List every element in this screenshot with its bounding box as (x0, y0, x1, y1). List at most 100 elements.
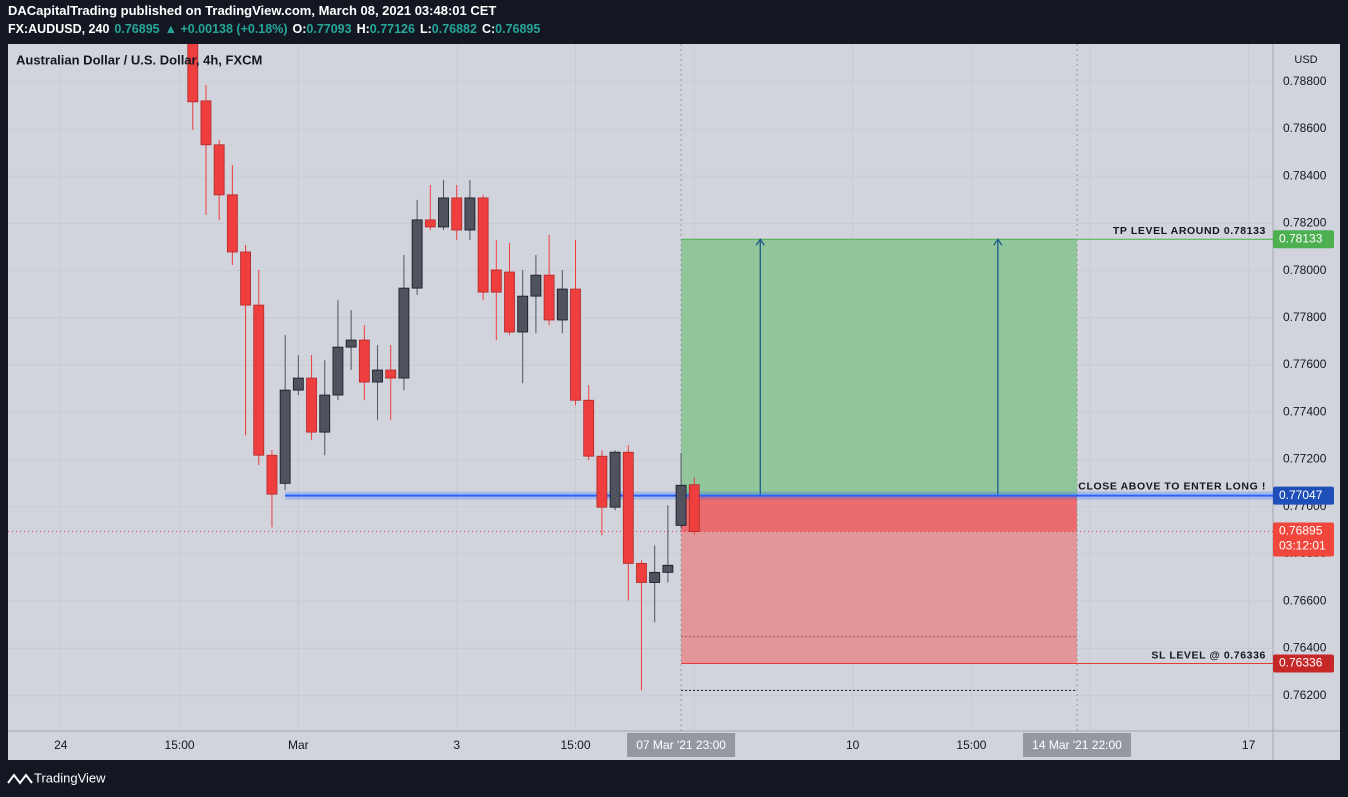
change: ▲ +0.00138 (+0.18%) (165, 22, 288, 36)
y-axis-label: USD (1294, 54, 1317, 66)
x-tick-label: 24 (54, 738, 68, 752)
candle-body (583, 399, 595, 457)
candle-body (609, 451, 621, 508)
candle-body (570, 288, 581, 401)
candle-body (411, 219, 423, 289)
entry-badge-text: 0.77047 (1279, 488, 1323, 502)
candle-body (358, 339, 370, 383)
stop-badge (1273, 654, 1334, 673)
y-tick-label: 0.76200 (1283, 688, 1327, 702)
candle-body (451, 197, 463, 231)
candle-body (187, 44, 199, 103)
y-tick-label: 0.77400 (1283, 404, 1327, 418)
y-tick-label: 0.78000 (1283, 263, 1327, 277)
y-tick-label: 0.78400 (1283, 168, 1327, 182)
candle-body (622, 451, 634, 564)
stop-badge-text: 0.76336 (1279, 656, 1323, 670)
y-tick-label: 0.76400 (1283, 641, 1327, 655)
x-tick-label: 17 (1242, 738, 1256, 752)
candle-body (345, 339, 357, 348)
arrow-head (993, 238, 1003, 246)
candle-body (464, 197, 476, 231)
ohlc-value: 0.76895 (495, 22, 540, 36)
target-badge (1273, 230, 1334, 249)
candle-body (226, 194, 238, 253)
y-tick-label: 0.77600 (1283, 357, 1327, 371)
candle-body (213, 144, 225, 196)
candle-body (636, 562, 647, 583)
plot-area (8, 44, 1273, 731)
logo (7, 773, 33, 785)
candle-body (279, 389, 291, 484)
last-price-badge (1273, 522, 1334, 557)
candle-body (530, 274, 542, 297)
x-tick-label: 15:00 (165, 738, 195, 752)
candle-body (266, 454, 278, 495)
x-highlight-label: 07 Mar '21 23:00 (636, 738, 726, 752)
candle-body (438, 197, 449, 228)
x-tick-label: 15:00 (560, 738, 590, 752)
arrow-head (755, 238, 765, 246)
x-tick-label: 3 (453, 738, 460, 752)
symbol: FX:AUDUSD, 240 (8, 22, 109, 36)
y-tick-label: 0.76600 (1283, 593, 1327, 607)
candle-body (517, 295, 529, 333)
y-tick-label: 0.78200 (1283, 216, 1327, 230)
ohlc-label: O: (292, 22, 306, 36)
x-tick-label: Mar (288, 738, 309, 752)
ohlc-value: 0.77093 (306, 22, 351, 36)
candle-body (253, 304, 265, 456)
symbol-line: FX:AUDUSD, 240 0.76895 ▲ +0.00138 (+0.18%)… (8, 22, 540, 36)
candle-body (504, 271, 515, 333)
x-highlight-label: 14 Mar '21 22:00 (1032, 738, 1122, 752)
countdown: 03:12:01 (1279, 539, 1326, 553)
x-tick-label: 10 (846, 738, 860, 752)
published-line: DACapitalTrading published on TradingVie… (8, 3, 496, 18)
target-zone (681, 239, 1078, 496)
y-tick-label: 0.78800 (1283, 74, 1327, 88)
y-tick-label: 0.77800 (1283, 310, 1327, 324)
candle-body (372, 369, 383, 383)
candle-body (332, 346, 344, 396)
ohlc-label: L: (420, 22, 432, 36)
target-label: TP LEVEL AROUND 0.78133 (1113, 225, 1266, 237)
stop-label: SL LEVEL @ 0.76336 (1151, 649, 1266, 661)
published: DACapitalTrading published on TradingVie… (8, 3, 496, 18)
candle-body (319, 394, 331, 433)
x-tick-label: 15:00 (956, 738, 986, 752)
candle-body (596, 455, 608, 508)
candle-body (292, 377, 304, 391)
candle-body (688, 484, 700, 532)
ohlc-label: C: (482, 22, 495, 36)
price: 0.76895 (114, 22, 159, 36)
candle-body (556, 288, 568, 321)
candle-body (398, 287, 410, 379)
candle-body (490, 269, 502, 293)
candle-body (385, 369, 397, 379)
chart-background (8, 44, 1340, 760)
entry-badge (1273, 486, 1334, 505)
candle-body (649, 571, 661, 583)
open-loss-zone (681, 495, 1078, 532)
candle-body (543, 274, 555, 321)
target-badge-text: 0.78133 (1279, 231, 1323, 245)
ohlc-value: 0.76882 (432, 22, 477, 36)
candle-body (424, 219, 436, 228)
chart-title: Australian Dollar / U.S. Dollar, 4h, FXC… (16, 52, 262, 67)
candle-body (675, 484, 687, 526)
entry-label: CLOSE ABOVE TO ENTER LONG ! (1078, 480, 1266, 492)
last-price-badge-text: 0.76895 (1279, 524, 1323, 538)
brand: TradingView (34, 770, 106, 785)
y-tick-label: 0.78600 (1283, 121, 1327, 135)
x-highlight-box (1023, 733, 1132, 757)
ohlc-value: 0.77126 (370, 22, 415, 36)
candle-body (240, 251, 251, 306)
ohlc-label: H: (357, 22, 370, 36)
y-tick-label: 0.77200 (1283, 452, 1327, 466)
candle-body (477, 197, 489, 293)
candle-body (662, 564, 674, 573)
candle-body (200, 100, 212, 146)
x-highlight-box (627, 733, 736, 757)
